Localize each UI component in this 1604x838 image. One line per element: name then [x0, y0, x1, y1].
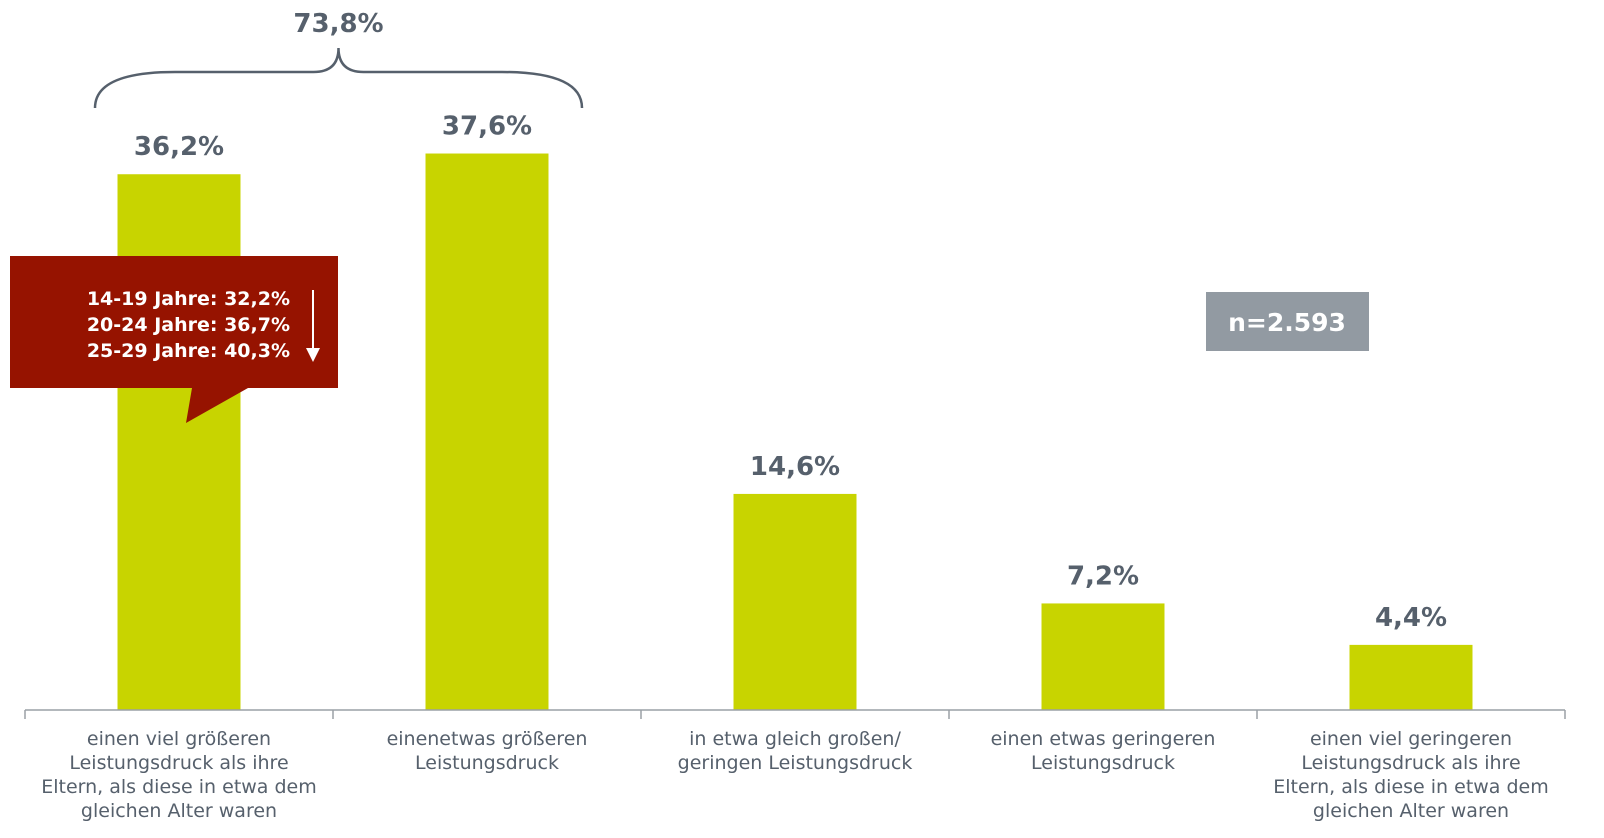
category-label: Leistungsdruck — [1031, 752, 1175, 774]
category-label: geringen Leistungsdruck — [678, 752, 913, 774]
category-label: Leistungsdruck als ihre — [1301, 752, 1520, 774]
bracket-total-label: 73,8% — [293, 9, 383, 39]
bar — [1041, 603, 1165, 710]
curly-brace-icon — [93, 47, 584, 109]
callout-box — [10, 256, 338, 423]
value-labels-layer: 36,2% 37,6% 14,6% 7,2% 4,4% — [134, 112, 1447, 633]
arrow-down-icon — [306, 290, 320, 362]
sample-size-label: n=2.593 — [1228, 308, 1346, 337]
category-label: einen viel geringeren — [1310, 728, 1512, 750]
callout-line: 25-29 Jahre: 40,3% — [87, 340, 290, 362]
bar — [117, 174, 241, 711]
category-label: einen etwas geringeren — [991, 728, 1216, 750]
category-label: einenetwas größeren — [387, 728, 588, 750]
sample-size-badge: n=2.593 — [1206, 292, 1369, 351]
bar-value-label: 37,6% — [442, 112, 532, 142]
age-group-callout: 14-19 Jahre: 32,2% 20-24 Jahre: 36,7% 25… — [10, 256, 338, 423]
bar — [733, 493, 857, 710]
bar-value-label: 14,6% — [750, 452, 840, 482]
bar — [1349, 644, 1473, 710]
bar-value-label: 7,2% — [1067, 561, 1139, 591]
category-label: einen viel größeren — [87, 728, 271, 750]
category-label: Leistungsdruck — [415, 752, 559, 774]
category-label: Eltern, als diese in etwa dem — [41, 776, 317, 798]
category-label: gleichen Alter waren — [81, 800, 277, 822]
callout-line: 14-19 Jahre: 32,2% — [87, 288, 290, 310]
category-label: in etwa gleich großen/ — [689, 728, 901, 750]
bar — [425, 153, 549, 710]
category-label: Eltern, als diese in etwa dem — [1273, 776, 1549, 798]
bars-layer — [117, 153, 1473, 711]
category-label: Leistungsdruck als ihre — [69, 752, 288, 774]
sum-bracket: 73,8% — [93, 9, 584, 109]
callout-line: 20-24 Jahre: 36,7% — [87, 314, 290, 336]
sample-size-badge-bg — [1206, 292, 1369, 351]
bar-value-label: 36,2% — [134, 132, 224, 162]
x-axis — [24, 709, 1566, 719]
category-label: gleichen Alter waren — [1313, 800, 1509, 822]
bar-value-label: 4,4% — [1375, 603, 1447, 633]
